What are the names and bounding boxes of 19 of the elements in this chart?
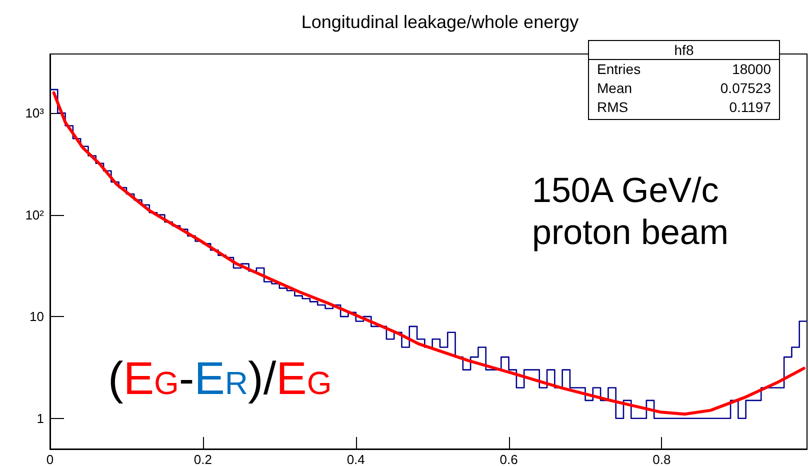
y-tick-label: 1: [36, 410, 44, 426]
text: (EG-ER)/EG: [108, 352, 332, 404]
x-tick-label: 0.8: [652, 452, 671, 466]
y-tick-label: 10²: [25, 207, 45, 222]
annotation: 150A GeV/c proton beam: [532, 170, 729, 254]
x-tick-label: 0.6: [500, 452, 518, 466]
chart-title: Longitudinal leakage/whole energy: [301, 12, 579, 32]
x-tick-label: 0.2: [194, 452, 212, 466]
annotation: Mean: [597, 79, 632, 98]
x-tick-label: 0: [46, 452, 54, 466]
y-tick-label: 10: [30, 309, 44, 324]
annotation: 0.1197: [729, 98, 771, 117]
annotation: Entries: [597, 60, 641, 79]
annotation: 0.07523: [720, 79, 771, 98]
y-tick-label: 10³: [25, 106, 45, 121]
annotation: RMS: [597, 98, 628, 117]
x-tick-label: 0.4: [346, 452, 365, 466]
annotation: hf8: [589, 41, 779, 60]
annotation: 18000: [732, 60, 771, 79]
